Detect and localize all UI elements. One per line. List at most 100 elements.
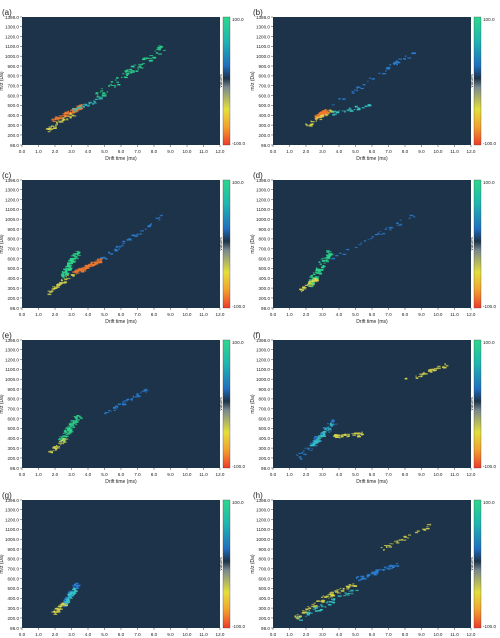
data-cell — [330, 423, 334, 426]
data-layer — [299, 214, 416, 293]
data-cell — [357, 107, 361, 109]
data-cell — [126, 69, 130, 71]
data-cell — [54, 287, 58, 289]
data-cell — [139, 65, 142, 68]
data-cell — [314, 436, 318, 438]
data-cell — [317, 271, 321, 273]
data-cell — [80, 268, 85, 271]
data-cell — [356, 578, 358, 580]
data-cell — [131, 70, 135, 72]
y-tick-label: 1100.0 — [256, 44, 270, 49]
data-cell — [302, 610, 305, 612]
x-tick-label: 5.0 — [352, 632, 359, 637]
data-cell — [86, 266, 90, 269]
data-cell — [298, 456, 302, 458]
y-tick-label: 900.0 — [8, 64, 20, 69]
data-cell — [140, 67, 144, 69]
data-cell — [324, 606, 327, 608]
data-cell — [354, 105, 358, 108]
x-tick-label: 2.0 — [303, 472, 310, 477]
data-cell — [137, 66, 140, 69]
y-tick-label: 1300.0 — [256, 187, 270, 192]
data-cell — [70, 109, 74, 112]
y-tick-label: 300.0 — [259, 286, 271, 291]
data-cell — [121, 76, 123, 78]
data-cell — [155, 217, 158, 219]
colorbar-min-label: -100.0 — [483, 624, 496, 629]
data-cell — [55, 449, 57, 451]
data-cell — [79, 417, 83, 420]
data-cell — [158, 47, 162, 49]
data-cell — [73, 108, 76, 110]
data-cell — [330, 421, 334, 423]
y-tick-label: 500.0 — [259, 426, 271, 431]
data-cell — [114, 86, 116, 88]
data-cell — [64, 602, 67, 604]
data-cell — [89, 265, 92, 267]
data-cell — [95, 92, 99, 95]
panel-label: (a) — [2, 8, 12, 17]
chart-panel: (a) 98.0 200.0 300.0 400.0 500.0 600.0 700.0 800… — [0, 8, 245, 162]
data-cell — [321, 596, 323, 598]
data-cell — [314, 276, 317, 279]
data-cell — [66, 115, 70, 117]
y-tick-label: 98.0 — [261, 143, 270, 148]
data-cell — [397, 224, 401, 226]
data-cell — [371, 236, 374, 238]
data-cell — [64, 438, 69, 440]
data-cell — [327, 258, 331, 260]
data-cell — [97, 259, 99, 261]
data-cell — [74, 270, 78, 272]
data-cell — [309, 279, 313, 281]
data-cell — [392, 565, 397, 567]
data-cell — [96, 96, 100, 98]
data-cell — [333, 113, 337, 116]
data-cell — [84, 268, 87, 270]
data-cell — [348, 108, 352, 111]
y-tick-label: 200.0 — [259, 456, 271, 461]
data-cell — [100, 260, 102, 262]
data-cell — [322, 257, 326, 259]
data-cell — [315, 607, 317, 609]
data-cell — [305, 615, 307, 617]
data-cell — [309, 276, 313, 278]
data-cell — [341, 590, 345, 592]
x-tick-label: 1.0 — [286, 472, 293, 477]
data-cell — [79, 104, 82, 106]
data-cell — [73, 254, 76, 257]
data-cell — [53, 614, 58, 615]
data-cell — [325, 113, 329, 116]
data-cell — [320, 605, 324, 608]
x-tick-label: 9.0 — [418, 149, 425, 154]
data-cell — [91, 263, 95, 266]
colorbar — [473, 16, 482, 146]
data-cell — [121, 403, 124, 405]
data-cell — [58, 437, 63, 439]
x-tick-label: 9.0 — [167, 312, 174, 317]
data-cell — [415, 375, 417, 377]
data-cell — [315, 271, 317, 274]
data-cell — [385, 70, 387, 72]
data-layer — [294, 523, 432, 621]
data-cell — [371, 571, 374, 573]
x-tick-label: 9.0 — [418, 632, 425, 637]
data-cell — [66, 601, 69, 604]
data-cell — [349, 110, 354, 112]
x-tick-label: 1.0 — [35, 149, 42, 154]
data-cell — [358, 244, 362, 246]
x-tick-label: 0.0 — [270, 472, 277, 477]
y-tick-label: 400.0 — [259, 276, 271, 281]
data-cell — [302, 287, 306, 289]
data-cell — [334, 423, 338, 425]
data-cell — [68, 595, 71, 597]
data-cell — [78, 415, 81, 417]
y-tick-label: 800.0 — [259, 74, 271, 79]
data-cell — [317, 606, 320, 608]
data-cell — [354, 247, 358, 248]
data-cell — [72, 275, 75, 277]
data-cell — [316, 272, 319, 274]
data-cell — [156, 48, 159, 51]
data-cell — [330, 253, 334, 256]
panel-label: (c) — [2, 171, 12, 180]
data-cell — [380, 547, 383, 549]
